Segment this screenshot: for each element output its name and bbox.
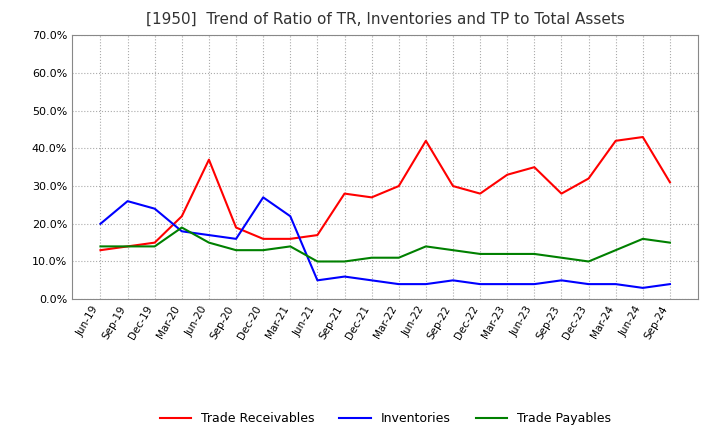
Trade Payables	[611, 248, 620, 253]
Trade Receivables	[96, 248, 105, 253]
Inventories	[96, 221, 105, 227]
Inventories	[150, 206, 159, 211]
Inventories	[421, 282, 430, 287]
Trade Payables	[232, 248, 240, 253]
Trade Receivables	[367, 195, 376, 200]
Trade Receivables	[665, 180, 674, 185]
Trade Receivables	[313, 232, 322, 238]
Line: Trade Payables: Trade Payables	[101, 227, 670, 261]
Trade Receivables	[503, 172, 511, 177]
Trade Receivables	[341, 191, 349, 196]
Trade Receivables	[123, 244, 132, 249]
Trade Payables	[476, 251, 485, 257]
Inventories	[204, 232, 213, 238]
Inventories	[259, 195, 268, 200]
Trade Receivables	[611, 138, 620, 143]
Trade Payables	[341, 259, 349, 264]
Legend: Trade Receivables, Inventories, Trade Payables: Trade Receivables, Inventories, Trade Pa…	[155, 407, 616, 430]
Trade Payables	[639, 236, 647, 242]
Trade Payables	[421, 244, 430, 249]
Inventories	[665, 282, 674, 287]
Inventories	[584, 282, 593, 287]
Inventories	[286, 213, 294, 219]
Trade Receivables	[204, 157, 213, 162]
Trade Payables	[530, 251, 539, 257]
Inventories	[123, 198, 132, 204]
Trade Payables	[665, 240, 674, 245]
Trade Receivables	[178, 213, 186, 219]
Trade Receivables	[476, 191, 485, 196]
Inventories	[639, 285, 647, 290]
Inventories	[313, 278, 322, 283]
Inventories	[232, 236, 240, 242]
Inventories	[341, 274, 349, 279]
Inventories	[557, 278, 566, 283]
Inventories	[503, 282, 511, 287]
Trade Receivables	[421, 138, 430, 143]
Title: [1950]  Trend of Ratio of TR, Inventories and TP to Total Assets: [1950] Trend of Ratio of TR, Inventories…	[145, 12, 625, 27]
Trade Payables	[395, 255, 403, 260]
Trade Payables	[584, 259, 593, 264]
Inventories	[449, 278, 457, 283]
Inventories	[530, 282, 539, 287]
Trade Payables	[286, 244, 294, 249]
Trade Payables	[259, 248, 268, 253]
Trade Payables	[503, 251, 511, 257]
Trade Payables	[96, 244, 105, 249]
Trade Payables	[367, 255, 376, 260]
Trade Receivables	[557, 191, 566, 196]
Inventories	[367, 278, 376, 283]
Trade Receivables	[449, 183, 457, 189]
Trade Receivables	[639, 134, 647, 139]
Trade Payables	[204, 240, 213, 245]
Line: Inventories: Inventories	[101, 198, 670, 288]
Trade Receivables	[395, 183, 403, 189]
Trade Payables	[449, 248, 457, 253]
Inventories	[611, 282, 620, 287]
Trade Receivables	[286, 236, 294, 242]
Trade Receivables	[232, 225, 240, 230]
Trade Receivables	[259, 236, 268, 242]
Trade Payables	[178, 225, 186, 230]
Line: Trade Receivables: Trade Receivables	[101, 137, 670, 250]
Trade Payables	[313, 259, 322, 264]
Trade Receivables	[150, 240, 159, 245]
Inventories	[178, 229, 186, 234]
Trade Payables	[123, 244, 132, 249]
Inventories	[476, 282, 485, 287]
Inventories	[395, 282, 403, 287]
Trade Payables	[557, 255, 566, 260]
Trade Receivables	[584, 176, 593, 181]
Trade Receivables	[530, 165, 539, 170]
Trade Payables	[150, 244, 159, 249]
